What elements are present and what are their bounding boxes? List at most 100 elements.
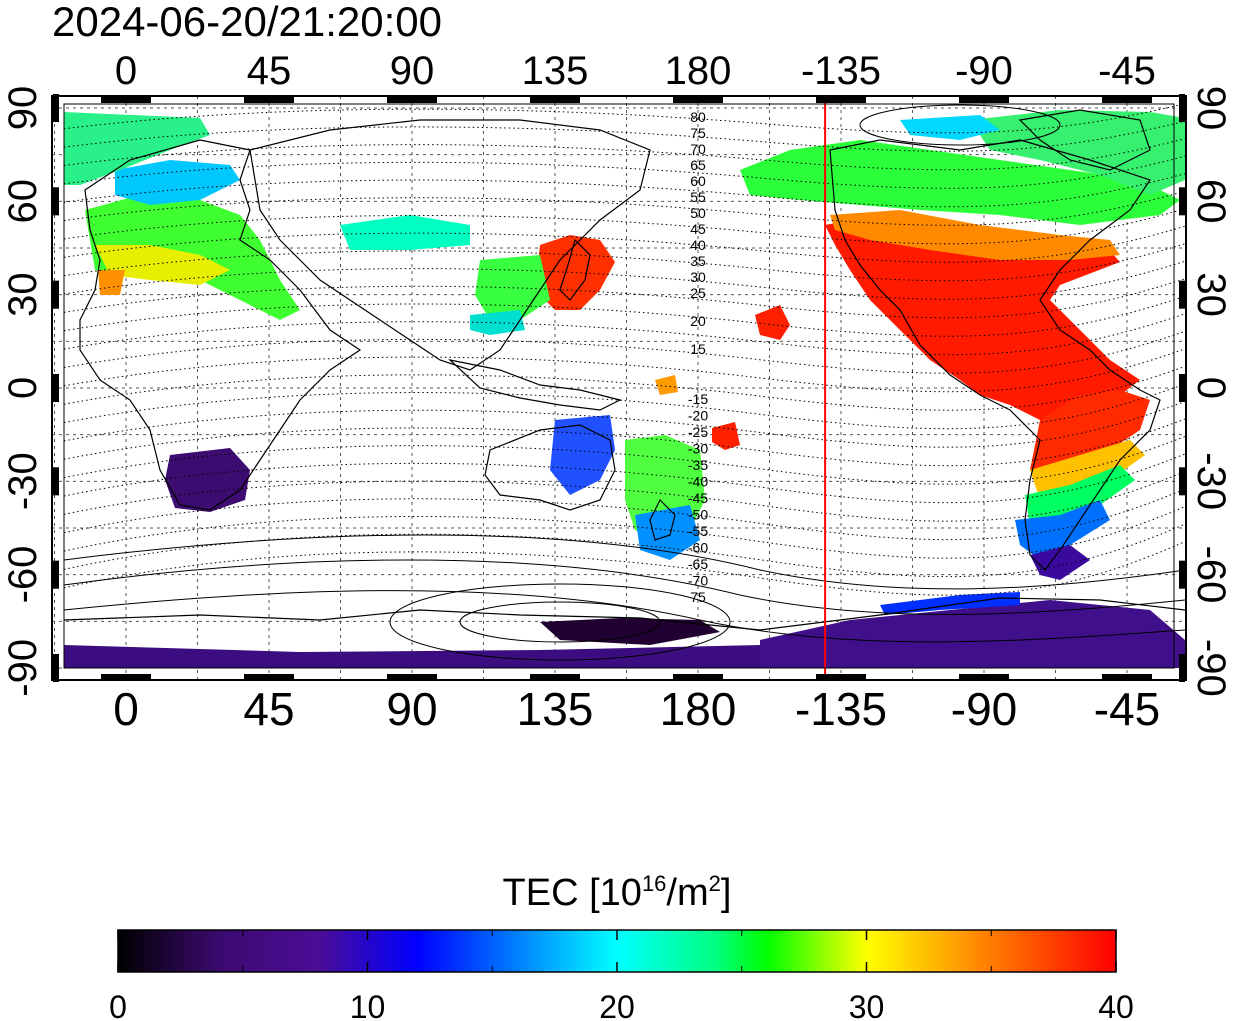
contour-label: 40 bbox=[690, 237, 706, 253]
contour-dotted bbox=[63, 330, 1186, 374]
contour-dotted bbox=[63, 365, 1186, 411]
contour-dotted bbox=[63, 278, 1186, 319]
frame-tick-left bbox=[53, 374, 59, 402]
colorbar-tick-label: 40 bbox=[1098, 989, 1134, 1021]
frame-tick-bottom bbox=[530, 674, 580, 679]
contour-label: -30 bbox=[688, 441, 708, 457]
bottom-lon-tick-label: 90 bbox=[386, 683, 437, 735]
tec-patch-antarctic-dark bbox=[540, 618, 720, 645]
tec-patch-south-america-blue bbox=[1015, 500, 1110, 560]
contour-label: 35 bbox=[690, 253, 706, 269]
right-lat-tick-label: -90 bbox=[1189, 639, 1233, 697]
coastline-europe-africa bbox=[79, 139, 362, 511]
contour-label: 15 bbox=[690, 341, 706, 357]
colorbar-tick-label: 0 bbox=[109, 989, 127, 1021]
tec-patch-arctic-cyan bbox=[900, 115, 1000, 140]
contour-dotted bbox=[63, 400, 1186, 448]
tec-patch-arctic-west-green bbox=[64, 112, 210, 185]
frame-tick-left bbox=[53, 467, 59, 496]
frame-tick-top bbox=[101, 97, 151, 103]
contour-dotted bbox=[63, 506, 1186, 559]
tec-patch-south-america-yellow bbox=[1030, 440, 1145, 500]
frame-tick-top bbox=[673, 97, 723, 103]
bottom-lon-tick-label: 180 bbox=[660, 683, 737, 735]
frame-tick-right bbox=[1179, 187, 1185, 216]
top-lon-tick-label: 0 bbox=[115, 49, 137, 93]
coastline-se-asia-islands bbox=[448, 358, 622, 411]
bottom-lon-tick-label: 135 bbox=[517, 683, 594, 735]
bottom-lon-tick-label: 0 bbox=[113, 683, 139, 735]
tec-patch-south-africa-violet bbox=[165, 448, 250, 512]
map-frame bbox=[51, 95, 1187, 681]
contour-label: -15 bbox=[688, 391, 708, 407]
frame-tick-bottom bbox=[101, 674, 151, 679]
bottom-longitude-ticks: 0 45 90 135 180 -135 -90 -45 bbox=[113, 683, 1160, 735]
contour-dotted bbox=[63, 225, 1186, 263]
tec-patch-south-america-red bbox=[1030, 390, 1150, 480]
bottom-lon-tick-label: 45 bbox=[243, 683, 294, 735]
contour-label: -55 bbox=[688, 523, 708, 539]
coastline-asia bbox=[249, 119, 651, 371]
tec-patch-south-america-violet bbox=[1030, 545, 1090, 580]
top-lon-tick-label: -135 bbox=[801, 49, 881, 93]
tec-patch-central-asia-cyan bbox=[340, 215, 470, 250]
frame-tick-top bbox=[387, 97, 437, 103]
right-latitude-ticks: 90 60 30 0 -30 -60 -90 bbox=[1189, 86, 1233, 697]
frame-tick-right bbox=[1179, 280, 1185, 309]
frame-tick-bottom bbox=[244, 674, 294, 679]
left-lat-tick-label: 90 bbox=[1, 86, 45, 131]
colorbar-tick-label: 30 bbox=[849, 989, 885, 1021]
contour-label: 75 bbox=[690, 589, 706, 605]
contour-dotted bbox=[63, 243, 1186, 282]
tec-data-layer bbox=[64, 110, 1185, 668]
frame-tick-right bbox=[1179, 374, 1185, 402]
tec-patch-antarctic-band-east bbox=[760, 600, 1185, 668]
frame-tick-left bbox=[53, 187, 59, 216]
coastline-nz bbox=[649, 498, 676, 541]
right-lat-tick-label: -30 bbox=[1189, 452, 1233, 510]
frame-tick-top bbox=[816, 97, 866, 103]
frame-tick-right bbox=[1179, 467, 1185, 496]
contour-label: -35 bbox=[688, 457, 708, 473]
coastline-greenland bbox=[1018, 109, 1151, 171]
contour-label: 75 bbox=[690, 125, 706, 141]
top-lon-tick-label: -45 bbox=[1098, 49, 1156, 93]
frame-tick-right bbox=[1179, 560, 1185, 589]
frame-tick-top bbox=[1102, 97, 1152, 103]
coastline-japan bbox=[559, 238, 591, 301]
contour-dotted bbox=[63, 488, 1186, 541]
frame-tick-bottom bbox=[673, 674, 723, 679]
colorbar-tick-label: 20 bbox=[599, 989, 635, 1021]
contour-solid-2 bbox=[63, 559, 1186, 615]
contour-label: 50 bbox=[690, 205, 706, 221]
contour-pole-ring-outer bbox=[389, 583, 731, 661]
timestamp-title: 2024-06-20/21:20:00 bbox=[52, 0, 442, 45]
top-longitude-ticks: 0 45 90 135 180 -135 -90 -45 bbox=[115, 49, 1156, 93]
colorbar-tick-label: 10 bbox=[350, 989, 386, 1021]
contour-pole-ring-inner bbox=[459, 601, 661, 643]
top-lon-tick-label: 90 bbox=[390, 49, 435, 93]
contour-solid-1 bbox=[63, 534, 1186, 590]
contour-dotted bbox=[63, 208, 1186, 245]
left-lat-tick-label: -90 bbox=[1, 639, 45, 697]
right-lat-tick-label: 90 bbox=[1189, 86, 1233, 131]
tec-patch-north-europe-cyan bbox=[115, 160, 240, 205]
coastlines bbox=[63, 109, 1186, 631]
top-lon-tick-label: 180 bbox=[665, 49, 732, 93]
top-lon-tick-label: 45 bbox=[247, 49, 292, 93]
right-lat-tick-label: 60 bbox=[1189, 179, 1233, 224]
tec-patch-antarctic-band-west bbox=[64, 645, 760, 668]
top-lon-tick-label: 135 bbox=[522, 49, 589, 93]
bottom-lon-tick-label: -45 bbox=[1094, 683, 1160, 735]
contour-dotted bbox=[63, 295, 1186, 337]
contour-label: -70 bbox=[688, 573, 708, 589]
contour-label: 25 bbox=[690, 285, 706, 301]
contour-label: -25 bbox=[688, 424, 708, 440]
contour-label: -65 bbox=[688, 556, 708, 572]
frame-tick-marks bbox=[53, 94, 1185, 682]
tec-patch-antarctic-blue bbox=[880, 592, 1020, 615]
left-lat-tick-label: 30 bbox=[1, 272, 45, 317]
tec-patch-south-america-green bbox=[1025, 465, 1135, 525]
